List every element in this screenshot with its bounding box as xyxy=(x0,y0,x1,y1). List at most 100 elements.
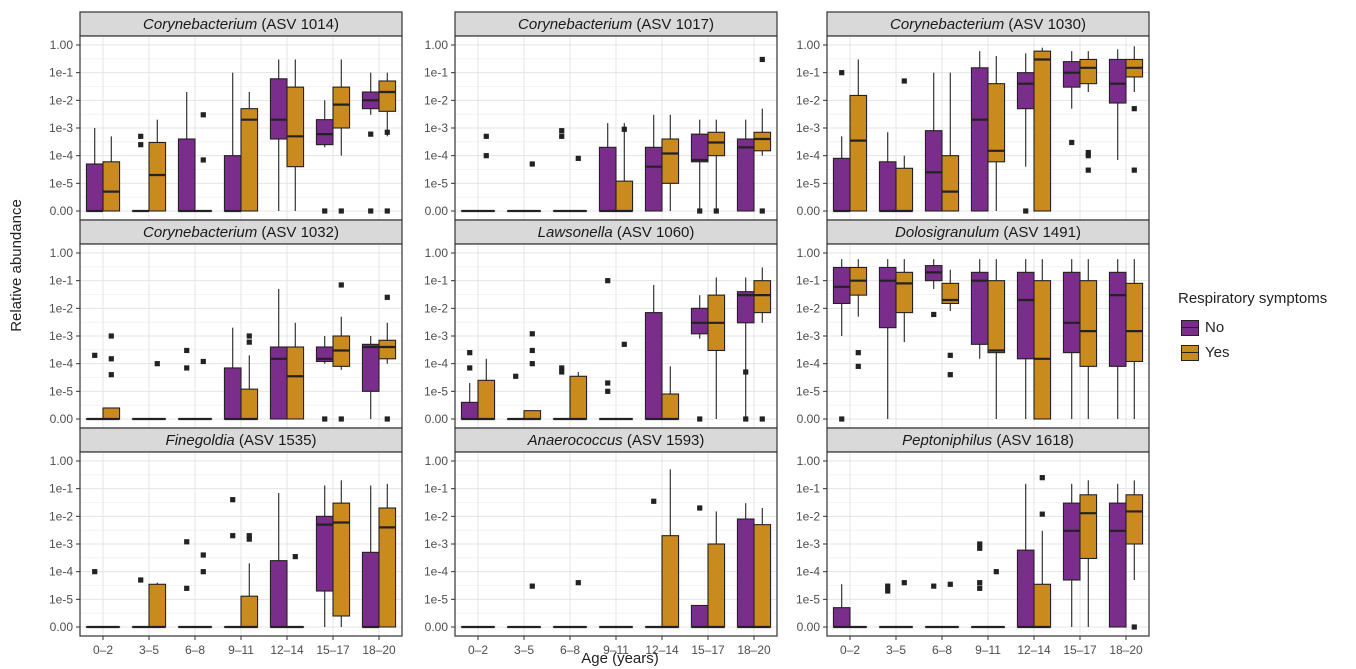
y-tick-label: 0.00 xyxy=(425,620,449,634)
facet-title: Dolosigranulum (ASV 1491) xyxy=(895,224,1081,241)
box-body xyxy=(970,271,989,345)
facet-asv: (ASV 1593) xyxy=(623,432,705,449)
facet-genus: Corynebacterium xyxy=(890,16,1004,33)
outlier-point xyxy=(759,208,765,214)
x-tick-label: 18–20 xyxy=(362,643,396,657)
box-body xyxy=(878,266,897,329)
outlier-point xyxy=(977,541,983,547)
y-tick-label: 1e-5 xyxy=(796,176,820,190)
outlier-point xyxy=(246,533,252,539)
outlier-point xyxy=(108,333,114,339)
y-tick-label: 0.00 xyxy=(50,204,74,218)
x-tick-label: 0–2 xyxy=(468,643,488,657)
box-body xyxy=(460,401,479,420)
box-body xyxy=(378,339,397,360)
facet-panel: Finegoldia (ASV 1535) 0.00 1e-5 1e-4 1e-3 1e-… xyxy=(49,427,403,657)
y-tick-label: 1e-1 xyxy=(424,482,448,496)
facet-strip xyxy=(826,11,1150,37)
box-body xyxy=(832,607,851,628)
facet-title: Finegoldia (ASV 1535) xyxy=(166,432,317,449)
box-body xyxy=(286,86,305,168)
box-body xyxy=(332,86,351,129)
outlier-point xyxy=(368,131,374,137)
x-tick-label: 18–20 xyxy=(737,643,771,657)
legend: Respiratory symptoms No Yes xyxy=(1178,290,1327,365)
legend-swatch-no xyxy=(1181,319,1199,336)
x-tick-label: 15–17 xyxy=(1063,643,1097,657)
box-body xyxy=(644,146,663,212)
box-body xyxy=(1108,502,1127,628)
y-tick-label: 1e-4 xyxy=(424,565,448,579)
outlier-point xyxy=(713,208,719,214)
facet-panel: Dolosigranulum (ASV 1491) 0.00 1e-5 1e-4 1e-… xyxy=(796,219,1150,449)
box-body xyxy=(1033,280,1052,420)
outlier-point xyxy=(697,416,703,422)
y-tick-label: 1e-2 xyxy=(424,301,448,315)
facet-asv: (ASV 1060) xyxy=(613,224,695,241)
y-tick-label: 1e-3 xyxy=(424,121,448,135)
outlier-point xyxy=(184,539,190,545)
box-body xyxy=(269,560,288,628)
box-body xyxy=(361,343,380,392)
outlier-point xyxy=(230,533,236,539)
box-body xyxy=(1108,271,1127,367)
facet-panel: Corynebacterium (ASV 1014) 0.00 1e-5 1e-4 1e… xyxy=(49,11,403,241)
y-tick-label: 0.00 xyxy=(425,204,449,218)
box-body xyxy=(378,507,397,628)
outlier-point xyxy=(384,416,390,422)
outlier-point xyxy=(338,282,344,288)
y-tick-label: 1e-4 xyxy=(49,149,73,163)
outlier-point xyxy=(621,126,627,132)
box-body xyxy=(85,163,104,212)
box-body xyxy=(240,595,259,628)
box-body xyxy=(832,266,851,305)
outlier-point xyxy=(200,569,206,575)
outlier-point xyxy=(559,365,565,371)
y-tick-label: 1e-3 xyxy=(796,537,820,551)
facet-genus: Corynebacterium xyxy=(518,16,632,33)
y-tick-label: 1.00 xyxy=(797,38,821,52)
facet-strip xyxy=(454,427,778,453)
outlier-point xyxy=(184,365,190,371)
box-body xyxy=(661,535,680,628)
outlier-point xyxy=(467,350,473,356)
y-tick-label: 1e-3 xyxy=(49,537,73,551)
x-tick-label: 3–5 xyxy=(139,643,159,657)
box-body xyxy=(1108,58,1127,104)
outlier-point xyxy=(529,583,535,589)
outlier-point xyxy=(575,155,581,161)
x-tick-label: 6–8 xyxy=(560,643,580,657)
facet-chart: Corynebacterium (ASV 1014) 0.00 1e-5 1e-4 1e… xyxy=(49,11,1150,657)
outlier-point xyxy=(697,505,703,511)
y-tick-label: 1e-4 xyxy=(424,357,448,371)
x-axis-label: Age (years) xyxy=(581,650,659,667)
box-body xyxy=(477,379,496,420)
outlier-point xyxy=(1039,475,1045,481)
box-body xyxy=(361,551,380,628)
facet-genus: Anaerococcus xyxy=(527,432,624,449)
y-tick-label: 1.00 xyxy=(50,454,74,468)
x-tick-label: 15–17 xyxy=(691,643,725,657)
outlier-point xyxy=(1085,153,1091,159)
outlier-point xyxy=(200,157,206,163)
box-body xyxy=(1125,282,1144,363)
y-tick-label: 1e-3 xyxy=(424,537,448,551)
outlier-point xyxy=(759,56,765,63)
x-tick-label: 3–5 xyxy=(886,643,906,657)
outlier-point xyxy=(154,361,160,367)
outlier-point xyxy=(885,583,891,589)
y-tick-label: 1e-2 xyxy=(796,93,820,107)
y-tick-label: 1e-1 xyxy=(424,66,448,80)
box-body xyxy=(1079,280,1098,367)
facet-asv: (ASV 1032) xyxy=(257,224,339,241)
outlier-point xyxy=(368,208,374,214)
x-tick-label: 15–17 xyxy=(316,643,350,657)
outlier-point xyxy=(338,208,344,214)
box-body xyxy=(987,280,1006,354)
x-tick-label: 18–20 xyxy=(1109,643,1143,657)
y-tick-label: 0.00 xyxy=(50,412,74,426)
x-tick-label: 12–14 xyxy=(1017,643,1051,657)
outlier-point xyxy=(1085,149,1091,156)
outlier-point xyxy=(1039,511,1045,517)
outlier-point xyxy=(108,356,114,362)
